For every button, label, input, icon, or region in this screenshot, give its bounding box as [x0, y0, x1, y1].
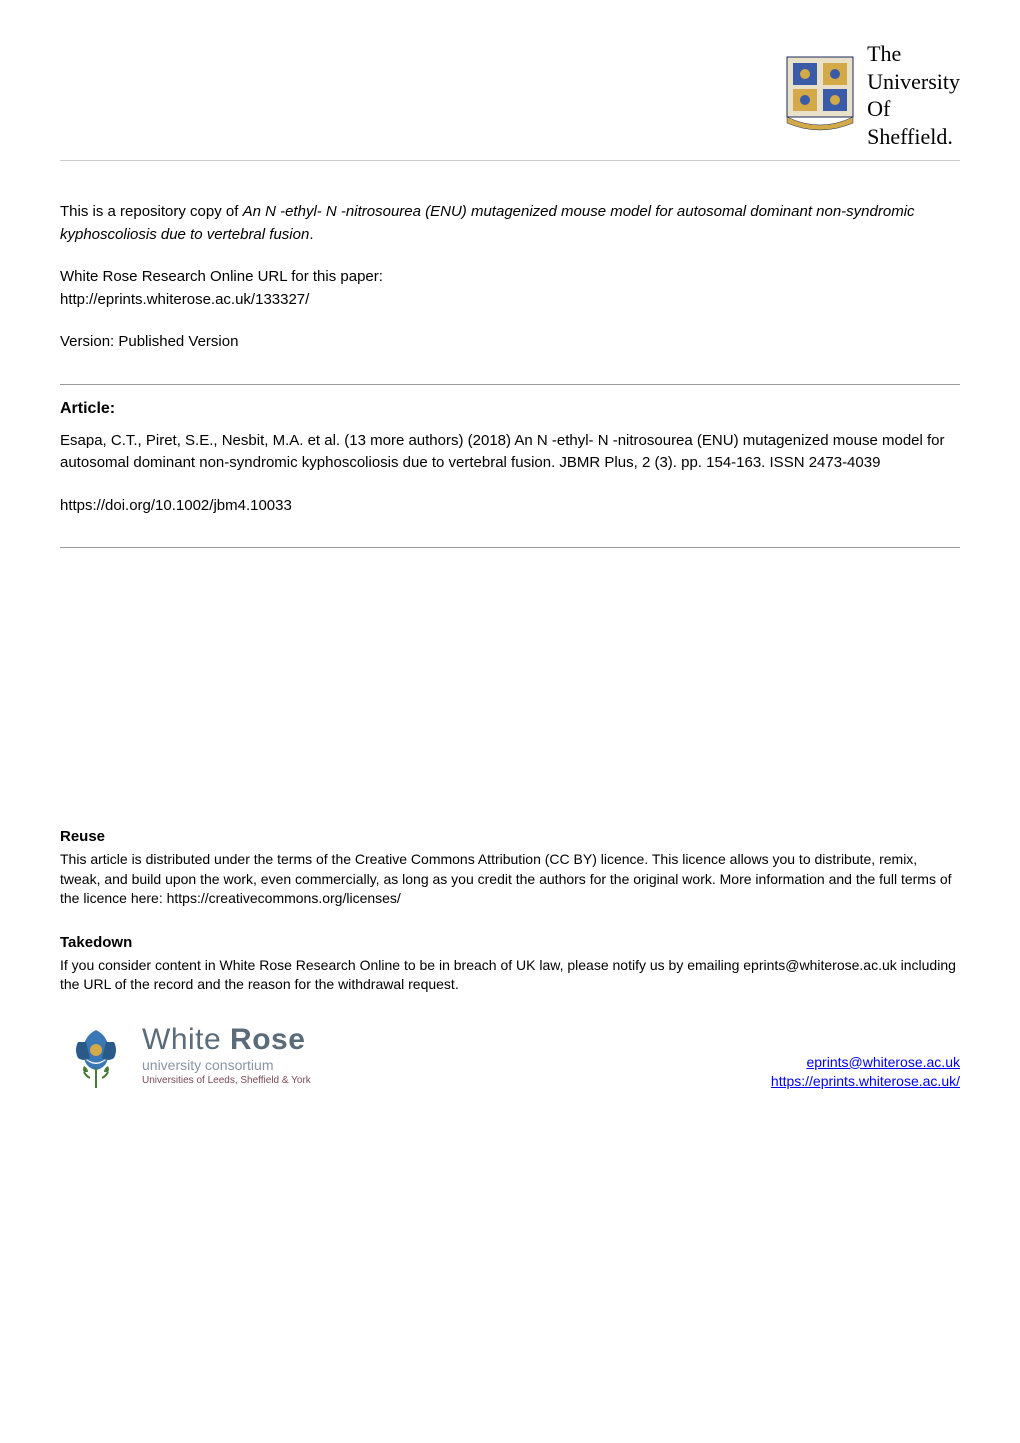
divider-bottom [60, 547, 960, 548]
white-rose-name: White Rose [142, 1025, 311, 1055]
article-section: Article: Esapa, C.T., Piret, S.E., Nesbi… [60, 400, 960, 518]
reuse-section: Reuse This article is distributed under … [60, 828, 960, 909]
url-label: White Rose Research Online URL for this … [60, 266, 960, 289]
takedown-section: Takedown If you consider content in Whit… [60, 934, 960, 995]
version-text: Version: Published Version [60, 331, 960, 354]
white-rose-text: White Rose university consortium Univers… [142, 1025, 311, 1086]
article-heading: Article: [60, 400, 960, 418]
divider-top [60, 384, 960, 385]
footer-web-link[interactable]: https://eprints.whiterose.ac.uk/ [771, 1073, 960, 1089]
url-section: White Rose Research Online URL for this … [60, 266, 960, 311]
reuse-heading: Reuse [60, 828, 960, 845]
wr-name-light: White [142, 1023, 221, 1056]
university-line1: The [867, 40, 960, 68]
rose-icon [60, 1020, 132, 1092]
footer: White Rose university consortium Univers… [60, 1020, 960, 1092]
article-citation: Esapa, C.T., Piret, S.E., Nesbit, M.A. e… [60, 430, 960, 475]
footer-links: eprints@whiterose.ac.uk https://eprints.… [771, 1053, 960, 1092]
intro-section: This is a repository copy of An N -ethyl… [60, 201, 960, 354]
university-line2: University [867, 68, 960, 96]
takedown-body: If you consider content in White Rose Re… [60, 956, 960, 995]
wr-name-bold: Rose [230, 1023, 305, 1056]
reuse-body: This article is distributed under the te… [60, 850, 960, 909]
intro-text: This is a repository copy of An N -ethyl… [60, 201, 960, 246]
university-line4: Sheffield. [867, 123, 960, 151]
university-line3: Of [867, 95, 960, 123]
wr-subtext: Universities of Leeds, Sheffield & York [142, 1075, 311, 1086]
university-name: The University Of Sheffield. [867, 40, 960, 150]
university-logo: The University Of Sheffield. [785, 40, 960, 150]
white-rose-logo: White Rose university consortium Univers… [60, 1020, 311, 1092]
takedown-heading: Takedown [60, 934, 960, 951]
article-doi: https://doi.org/10.1002/jbm4.10033 [60, 495, 960, 518]
intro-suffix: . [309, 226, 313, 243]
footer-email-link[interactable]: eprints@whiterose.ac.uk [806, 1054, 960, 1070]
wr-tagline: university consortium [142, 1057, 311, 1073]
sheffield-crest-icon [785, 55, 855, 135]
repository-url: http://eprints.whiterose.ac.uk/133327/ [60, 289, 960, 312]
intro-prefix: This is a repository copy of [60, 203, 243, 220]
header-logo-section: The University Of Sheffield. [60, 40, 960, 161]
